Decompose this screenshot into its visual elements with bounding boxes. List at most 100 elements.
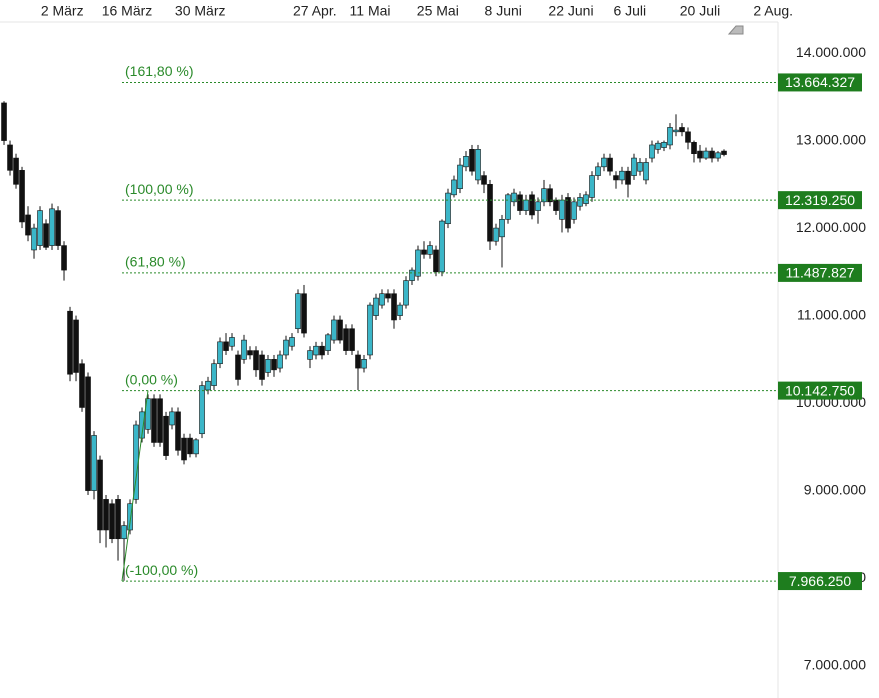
y-tick-label: 9.000.000 <box>804 481 866 497</box>
candle-body <box>721 150 727 155</box>
candle-body <box>433 249 439 273</box>
fib-level-label: (-100,00 %) <box>125 562 198 578</box>
candle-body <box>409 269 415 281</box>
candle-body <box>85 376 91 491</box>
x-tick-label: 20 Juli <box>680 3 720 19</box>
candle-body <box>595 166 601 176</box>
candle-body <box>13 157 19 185</box>
x-tick-label: 6 Juli <box>613 3 646 19</box>
x-tick-label: 8 Juni <box>485 3 522 19</box>
candle-body <box>673 129 679 133</box>
candle-body <box>55 210 61 246</box>
candle-body <box>7 144 13 171</box>
candle-body <box>319 345 325 356</box>
candle-body <box>553 199 559 211</box>
candle-body <box>127 503 133 531</box>
candle-body <box>31 227 37 251</box>
candle-body <box>37 210 43 246</box>
candle-body <box>697 150 703 159</box>
y-tick-label: 11.000.000 <box>797 306 866 322</box>
candle-body <box>397 304 403 316</box>
candle-body <box>439 220 445 273</box>
candle-body <box>661 142 667 148</box>
level-value-label: 10.142.750 <box>785 382 855 398</box>
candle-body <box>349 328 355 351</box>
candle-body <box>61 245 67 271</box>
level-value-box <box>778 191 862 210</box>
candle-body <box>217 341 223 365</box>
x-tick-label: 16 März <box>102 3 153 19</box>
x-tick-label: 30 März <box>175 3 226 19</box>
y-tick-label: 12.000.000 <box>796 219 866 235</box>
candle-body <box>91 435 97 491</box>
x-tick-label: 22 Juni <box>548 3 593 19</box>
fib-anchor-line <box>121 390 149 582</box>
candle-body <box>295 293 301 330</box>
fib-level-label: (161,80 %) <box>125 63 193 79</box>
candle-body <box>523 199 529 211</box>
level-value-label: 13.664.327 <box>785 74 855 90</box>
x-tick-label: 27 Apr. <box>293 3 337 19</box>
level-value-label: 11.487.827 <box>785 265 854 281</box>
candle-body <box>301 293 307 334</box>
candle-body <box>385 293 391 299</box>
x-tick-label: 25 Mai <box>417 3 459 19</box>
candle-body <box>583 194 589 204</box>
candle-body <box>67 310 73 375</box>
fib-level-label: (100,00 %) <box>125 181 193 197</box>
candle-body <box>313 345 319 356</box>
candle-body <box>355 354 361 369</box>
candle-body <box>19 170 25 223</box>
candle-body <box>541 188 547 203</box>
candle-body <box>109 503 115 540</box>
candle-body <box>271 359 277 371</box>
candle-body <box>343 328 349 351</box>
candle-body <box>229 337 235 347</box>
candle-body <box>163 415 169 456</box>
candle-body <box>571 201 577 220</box>
candle-body <box>97 459 103 531</box>
candle-body <box>535 201 541 211</box>
candle-body <box>307 350 313 360</box>
candle-body <box>625 170 631 185</box>
candle-body <box>637 162 643 172</box>
candle-body <box>247 350 253 356</box>
candle-body <box>589 175 595 198</box>
candle-body <box>337 319 343 341</box>
candle-body <box>283 339 289 356</box>
candle-body <box>475 149 481 181</box>
candle-body <box>499 219 505 238</box>
candle-body <box>379 293 385 306</box>
candle-body <box>235 354 241 380</box>
candle-body <box>25 214 31 236</box>
candle-body <box>199 385 205 435</box>
y-tick-label: 13.000.000 <box>796 131 866 147</box>
candle-body <box>415 249 421 277</box>
candle-body <box>373 297 379 316</box>
candle-body <box>631 157 637 176</box>
candle-body <box>241 339 247 360</box>
candle-body <box>73 319 79 373</box>
candle-body <box>559 199 565 220</box>
candle-body <box>289 337 295 347</box>
candle-body <box>601 157 607 168</box>
candle-body <box>655 142 661 150</box>
candle-body <box>451 179 457 196</box>
candle-body <box>43 223 49 248</box>
candle-body <box>685 131 691 143</box>
x-tick-label: 2 Aug. <box>753 3 793 19</box>
y-tick-label: 7.000.000 <box>804 656 866 672</box>
fib-level-label: (0,00 %) <box>125 371 178 387</box>
marker-icon[interactable] <box>727 25 744 35</box>
candle-body <box>79 363 85 408</box>
candle-body <box>253 350 259 371</box>
candle-body <box>193 439 199 455</box>
candle-body <box>613 175 619 181</box>
candle-body <box>421 249 427 255</box>
candle-body <box>169 411 175 426</box>
candle-body <box>667 127 673 146</box>
candle-body <box>145 398 151 430</box>
candle-body <box>709 150 715 159</box>
candle-body <box>607 157 613 172</box>
